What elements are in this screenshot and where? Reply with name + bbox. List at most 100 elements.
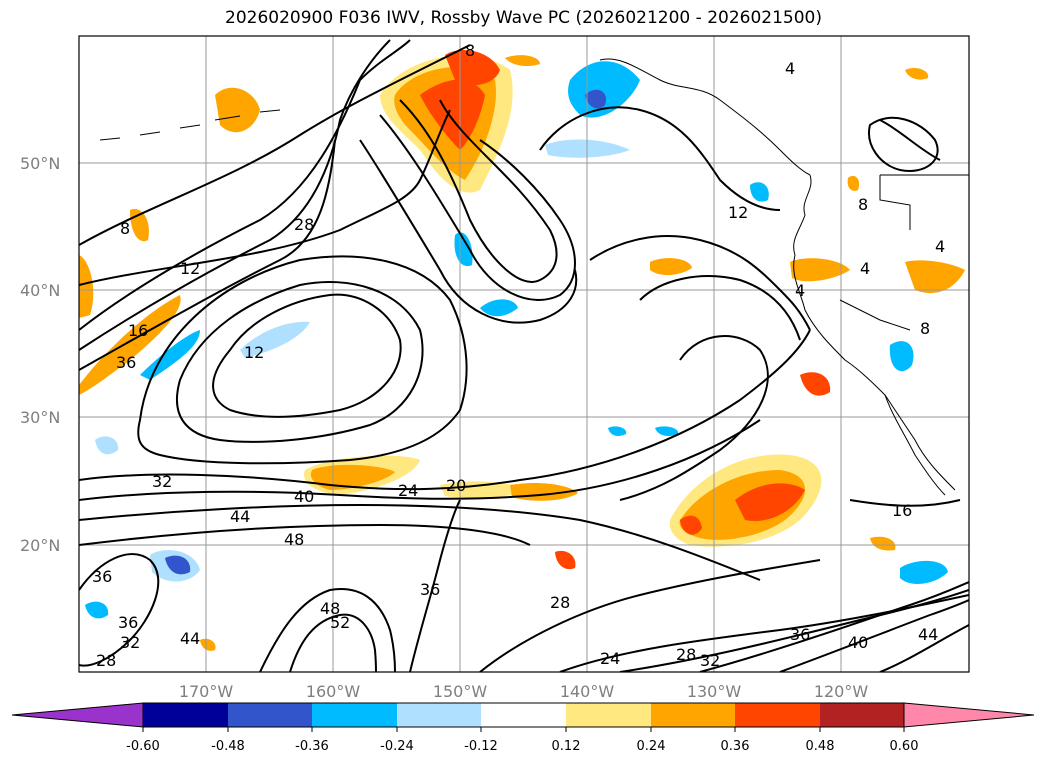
shade-positive-small-7 (200, 638, 216, 651)
colorbar-tick: -0.24 (380, 739, 414, 754)
colorbar-tick: -0.48 (211, 739, 245, 754)
coast-alaska (599, 58, 811, 176)
contour-36-se (699, 581, 969, 672)
contour-36-vert (409, 499, 461, 672)
contour-label: 24 (600, 649, 620, 668)
contour-gulf-2 (379, 114, 576, 301)
contour-label: 28 (294, 215, 314, 234)
contour-label: 44 (230, 507, 250, 526)
contour-36-loop (79, 553, 160, 667)
colorbar-tick: -0.60 (126, 739, 160, 754)
shade-negative-12 (240, 321, 310, 358)
colorbar-tick: 0.36 (721, 739, 750, 754)
map-plot-area: 8 8 4 12 12 28 16 36 12 32 40 24 20 44 4… (79, 36, 969, 672)
shade-negative-bc (750, 182, 769, 202)
colorbar-extend-high (903, 702, 1035, 728)
shade-negative-west (95, 436, 119, 455)
shade-positive-west-edge (79, 255, 94, 318)
contour-label: 4 (860, 259, 870, 278)
colorbar-bin (228, 703, 312, 727)
colorbar-frame (142, 702, 905, 728)
contour-label: 32 (152, 472, 172, 491)
colorbar-bin (566, 703, 651, 727)
contour-label: 48 (284, 530, 304, 549)
contour-label: 8 (920, 319, 930, 338)
coast-bc (793, 174, 812, 256)
border-states (839, 175, 911, 331)
shade-positive-nw (215, 87, 260, 133)
contour-label: 36 (790, 625, 810, 644)
contour-16-loop (175, 281, 424, 443)
shade-positive-small-2 (555, 550, 576, 570)
contour-gulf-3 (359, 139, 578, 324)
contour-48-lower (259, 588, 396, 672)
shade-negative-coast (889, 341, 914, 372)
anomaly-shading (79, 50, 965, 651)
shade-positive-small-9 (505, 55, 540, 66)
contour-label: 4 (795, 281, 805, 300)
contour-labels: 8 8 4 12 12 28 16 36 12 32 40 24 20 44 4… (92, 41, 945, 670)
contour-label: 48 (320, 599, 340, 618)
contour-label: 40 (848, 633, 868, 652)
shade-positive-small-1 (650, 258, 692, 276)
contour-label: 4 (785, 59, 795, 78)
contour-40-se (779, 599, 969, 672)
contour-label: 16 (128, 321, 148, 340)
contour-20-east (639, 275, 801, 341)
plot-frame (78, 35, 970, 673)
contour-12-loop (212, 293, 402, 418)
shade-positive-band-core (310, 464, 395, 490)
shade-positive-small-6 (870, 536, 896, 551)
colorbar-tick: -0.36 (295, 739, 329, 754)
colorbar-bin (651, 703, 735, 727)
shade-negative-midsmall-2 (608, 426, 627, 436)
contour-label: 36 (420, 580, 440, 599)
contour-ne-loop (868, 116, 939, 172)
lat-label: 50°N (20, 154, 60, 173)
contour-28 (79, 39, 411, 331)
coastlines (99, 58, 969, 496)
lat-label: 20°N (20, 536, 60, 555)
lon-label: 170°W (179, 682, 234, 701)
contour-36 (79, 139, 336, 371)
shade-negative-pan (480, 299, 518, 317)
contour-20-loop (137, 255, 468, 465)
shade-negative-far-sw (85, 601, 109, 619)
contour-label: 20 (446, 476, 466, 495)
contour-label: 36 (92, 567, 112, 586)
lon-label: 150°W (433, 682, 488, 701)
contour-band-48 (79, 523, 531, 546)
contour-label: 36 (116, 353, 136, 372)
shade-negative-se (900, 560, 948, 584)
colorbar: -0.60 -0.48 -0.36 -0.24 -0.12 0.12 0.24 … (11, 702, 1035, 754)
contour-24-east (619, 335, 769, 501)
shade-positive-small-3 (790, 258, 850, 282)
lat-label: 30°N (20, 408, 60, 427)
shade-positive-small-4 (905, 260, 965, 294)
contour-8 (79, 44, 471, 246)
contour-44-se (879, 624, 969, 672)
map-title: 2026020900 F036 IWV, Rossby Wave PC (202… (225, 8, 822, 28)
shade-positive-gulf-max (420, 79, 485, 150)
contour-label: 36 (118, 613, 138, 632)
contour-label: 16 (892, 501, 912, 520)
coast-aleutians (99, 109, 281, 141)
contour-16-se (849, 499, 961, 507)
contour-label: 52 (330, 613, 350, 632)
colorbar-bin (312, 703, 397, 727)
colorbar-tick: 0.12 (552, 739, 581, 754)
shade-positive-north (445, 50, 500, 86)
colorbar-bin (397, 703, 481, 727)
shade-positive-east-max (735, 483, 805, 521)
latitude-labels: 50°N 40°N 30°N 20°N (20, 154, 60, 555)
contour-16-mid (589, 235, 811, 331)
graticule (79, 36, 969, 672)
contour-label: 28 (550, 593, 570, 612)
contour-28-se (479, 559, 821, 672)
contour-32-se (619, 589, 969, 672)
contour-label: 12 (244, 343, 264, 362)
lon-label: 160°W (306, 682, 361, 701)
lon-label: 130°W (687, 682, 742, 701)
shade-negative-midsmall (655, 426, 679, 436)
